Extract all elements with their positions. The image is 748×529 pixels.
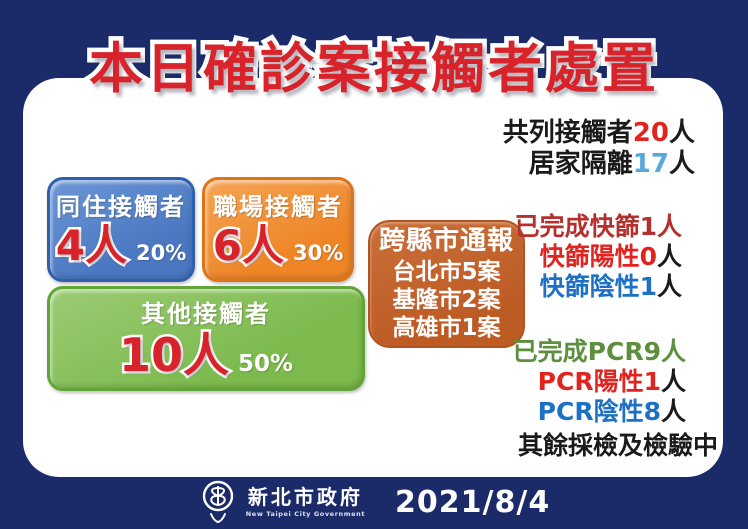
contact-count: 10人	[116, 327, 231, 382]
stat-line-pcr-negative: PCR陰性8人	[513, 397, 686, 427]
stat-value: 17	[632, 149, 669, 180]
stat-line-remaining-note: 其餘採檢及檢驗中	[517, 431, 718, 460]
contact-box-workplace: 職場接觸者 6人 30%	[202, 177, 354, 282]
stat-label: 共列接觸者	[502, 118, 633, 148]
contact-count: 6人	[210, 220, 286, 270]
stat-unit: 人	[660, 397, 686, 426]
stat-value: 1	[643, 367, 661, 396]
poster-title: 本日確診案接觸者處置	[85, 33, 661, 104]
date: 2021/8/4	[395, 484, 551, 520]
contact-box-other: 其他接觸者 10人 50%	[47, 286, 365, 391]
contact-box-label: 同住接觸者	[56, 193, 186, 222]
rapid-test-header: 已完成快篩1人	[514, 212, 682, 241]
contact-box-value-row: 4人 20%	[53, 220, 187, 270]
stat-line-total-contacts: 共列接觸者20人	[503, 118, 695, 149]
contact-box-value-row: 6人 30%	[210, 220, 344, 270]
contact-percent: 30%	[292, 240, 344, 265]
pcr-stats: 已完成PCR9人 PCR陽性1人 PCR陰性8人	[513, 337, 686, 427]
stat-label: 快篩陽性	[539, 242, 640, 271]
rapid-test-stats: 已完成快篩1人 快篩陽性0人 快篩陰性1人	[515, 212, 682, 302]
stat-value: 8	[643, 397, 661, 426]
stat-unit: 人	[656, 242, 682, 271]
stat-unit: 人	[656, 272, 682, 301]
cross-city-title: 跨縣市通報	[378, 226, 514, 257]
contact-box-cohabiting: 同住接觸者 4人 20%	[47, 177, 195, 282]
stat-label: PCR陽性	[537, 367, 644, 396]
stat-label: 居家隔離	[528, 149, 633, 180]
stat-line-home-isolation: 居家隔離17人	[503, 149, 695, 180]
contact-percent: 20%	[135, 240, 187, 265]
stat-unit: 人	[668, 149, 695, 180]
contact-count: 4人	[53, 220, 129, 270]
contact-box-value-row: 10人 50%	[116, 327, 294, 382]
contact-box-label: 職場接觸者	[213, 193, 343, 222]
summary-stats: 共列接觸者20人 居家隔離17人	[503, 118, 695, 180]
org-name: 新北市政府	[247, 485, 363, 509]
stat-value: 20	[632, 118, 669, 148]
cross-city-report-line: 台北市5案	[392, 258, 501, 285]
stat-value: 0	[639, 242, 657, 271]
org-name-en: New Taipei City Government	[245, 510, 366, 518]
stat-unit: 人	[660, 367, 686, 396]
contact-percent: 50%	[237, 350, 294, 377]
pcr-header: 已完成PCR9人	[512, 337, 686, 366]
org-text: 新北市政府 New Taipei City Government	[246, 486, 365, 518]
org-logo-block: 新北市政府 New Taipei City Government	[198, 479, 365, 525]
cross-city-report-line: 高雄市1案	[392, 314, 501, 341]
stat-line-rapid-negative: 快篩陰性1人	[515, 272, 682, 302]
stat-label: PCR陰性	[537, 397, 644, 426]
stat-unit: 人	[668, 118, 695, 148]
stat-label: 快篩陰性	[539, 272, 640, 301]
ntpc-logo-icon	[202, 480, 233, 523]
footer: 新北市政府 New Taipei City Government 2021/8/…	[0, 477, 748, 527]
stat-line-pcr-positive: PCR陽性1人	[513, 367, 686, 397]
stat-value: 1	[639, 272, 657, 301]
stat-line-rapid-positive: 快篩陽性0人	[515, 242, 682, 272]
cross-city-report-line: 基隆市2案	[392, 286, 501, 313]
contact-box-label: 其他接觸者	[141, 299, 271, 328]
cross-city-report-box: 跨縣市通報 台北市5案 基隆市2案 高雄市1案	[368, 220, 525, 348]
